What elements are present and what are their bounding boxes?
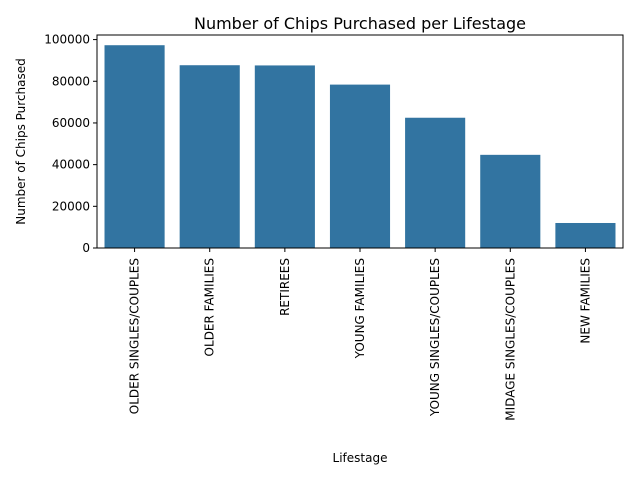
bars-group <box>104 45 616 249</box>
x-tick-label-5: MIDAGE SINGLES/COUPLES <box>503 258 517 421</box>
y-tick-label-1: 20000 <box>52 199 90 213</box>
bar-5 <box>480 154 541 248</box>
bar-0 <box>104 45 165 249</box>
y-axis-label: Number of Chips Purchased <box>14 58 28 225</box>
y-axis: 0 20000 40000 60000 80000 100000 <box>44 33 97 255</box>
bar-2 <box>254 65 315 248</box>
y-tick-label-5: 100000 <box>44 33 90 47</box>
bar-4 <box>405 117 466 248</box>
bar-3 <box>329 84 391 248</box>
y-tick-label-3: 60000 <box>52 116 90 130</box>
x-tick-label-3: YOUNG FAMILIES <box>353 258 367 359</box>
y-tick-label-4: 80000 <box>52 74 90 88</box>
y-tick-label-2: 40000 <box>52 158 90 172</box>
x-axis: OLDER SINGLES/COUPLES OLDER FAMILIES RETIR… <box>128 248 592 421</box>
x-tick-label-1: OLDER FAMILIES <box>203 258 217 356</box>
bar-1 <box>179 65 240 248</box>
bar-6 <box>555 222 616 248</box>
chart-title: Number of Chips Purchased per Lifestage <box>194 14 526 33</box>
x-tick-label-4: YOUNG SINGLES/COUPLES <box>428 258 442 417</box>
x-tick-label-6: NEW FAMILIES <box>578 258 592 344</box>
x-tick-label-2: RETIREES <box>278 258 292 316</box>
x-tick-label-0: OLDER SINGLES/COUPLES <box>128 258 142 414</box>
x-axis-label: Lifestage <box>333 451 388 465</box>
plot-frame <box>96 34 624 249</box>
y-tick-label-0: 0 <box>82 241 90 255</box>
